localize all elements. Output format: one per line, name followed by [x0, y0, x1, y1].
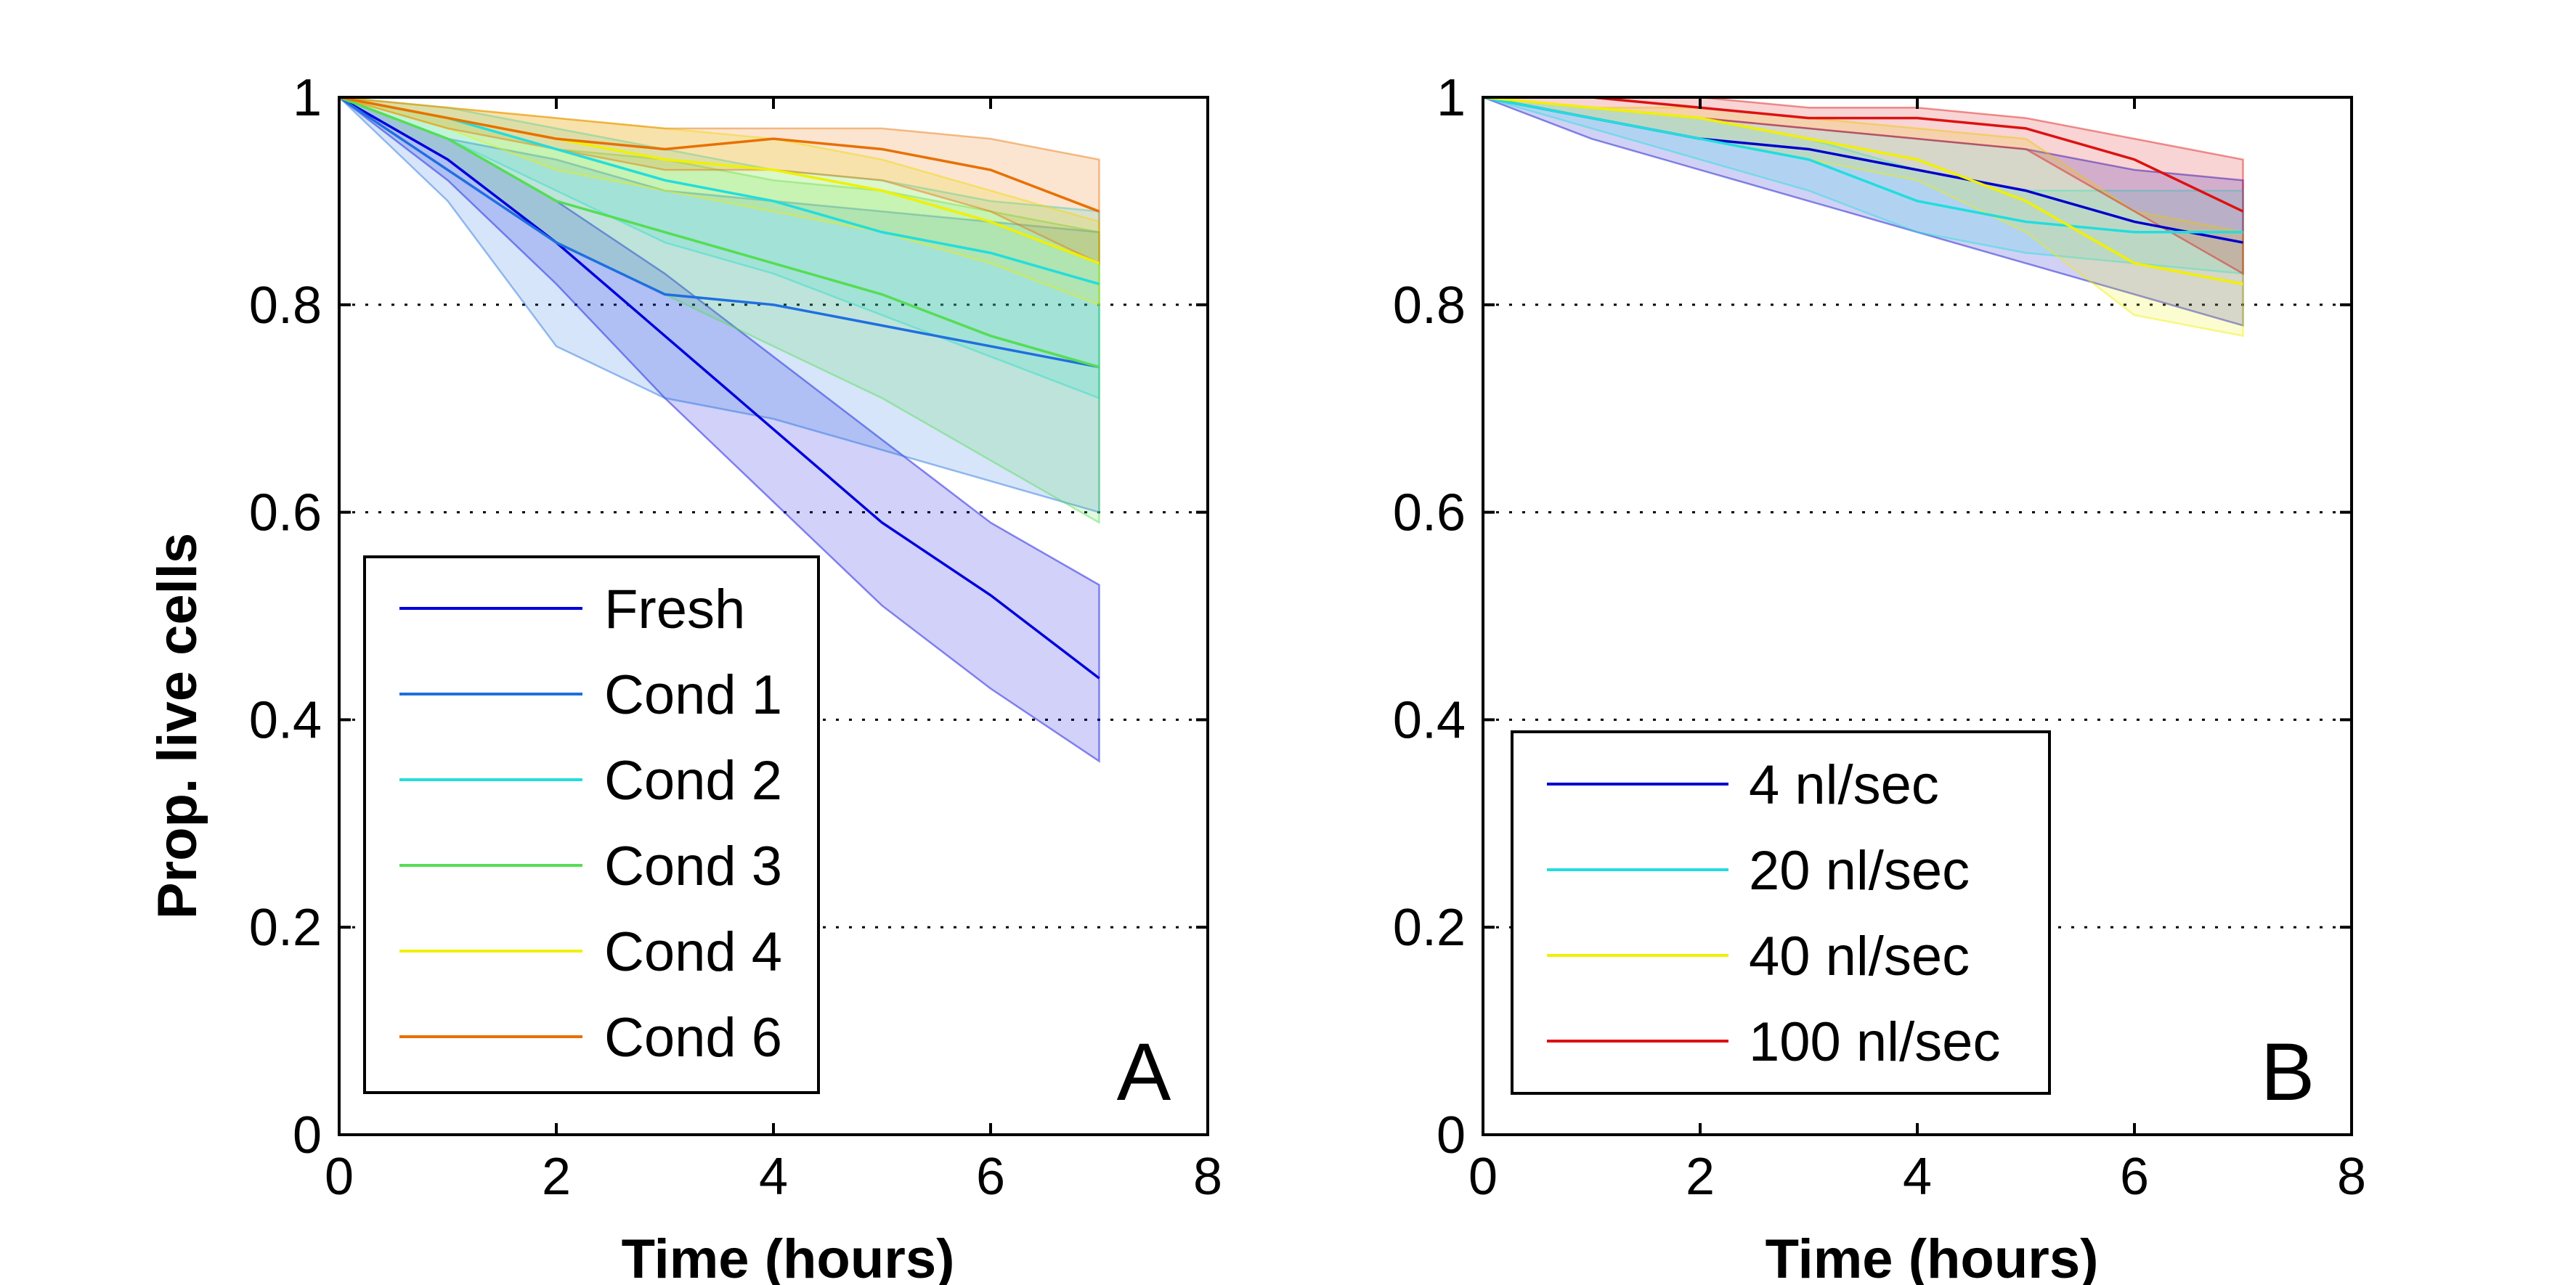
panel-a-band	[338, 96, 1100, 514]
panel-a-legend-box	[363, 555, 820, 1094]
panel-b-x-tick-label: 0	[1468, 1148, 1498, 1206]
panel-b-legend-label: 20 nl/sec	[1749, 840, 1970, 902]
panel-a-series-line	[338, 96, 1100, 369]
panel-a-series-line	[338, 96, 1100, 213]
panel-b-series-line	[1483, 96, 2244, 213]
panel-a-x-tick-label: 0	[325, 1148, 354, 1206]
panel-a-y-tick-label: 0	[293, 1106, 322, 1164]
panel-b-legend-label: 100 nl/sec	[1749, 1011, 2000, 1073]
panel-a-y-tick-label: 0.2	[249, 899, 322, 957]
panel-b-y-tick-label: 0.4	[1393, 691, 1466, 749]
panel-b-y-tick-label: 0.8	[1393, 277, 1466, 335]
panel-a-x-tick-label: 8	[1193, 1148, 1222, 1206]
panel-b-y-tick-label: 1	[1437, 69, 1466, 127]
panel-b-letter: B	[2261, 1027, 2315, 1117]
panel-b: Time (hours) B 0 0.2 0.4 0.6 0.8 1 0 2 4 6 8 4 nl/s…	[1393, 69, 2366, 1285]
panel-a-legend-label: Cond 4	[604, 921, 782, 983]
panel-a-y-tick-label: 1	[293, 69, 322, 127]
panel-b-x-tick-label: 2	[1686, 1148, 1715, 1206]
panel-b-legend-label: 40 nl/sec	[1749, 926, 1970, 987]
panel-a-legend-label: Cond 6	[604, 1007, 782, 1069]
panel-a-y-tick-label: 0.8	[249, 277, 322, 335]
panel-b-x-tick-label: 8	[2337, 1148, 2366, 1206]
panel-b-band	[1482, 96, 2244, 276]
panel-a-y-tick-label: 0.6	[249, 484, 322, 542]
panel-a-letter: A	[1117, 1027, 1171, 1117]
panel-b-x-tick-label: 4	[1903, 1148, 1932, 1206]
panel-a-legend-label: Cond 2	[604, 750, 782, 812]
panel-b-legend-label: 4 nl/sec	[1749, 754, 1939, 816]
panel-b-y-tick-label: 0	[1437, 1106, 1466, 1164]
panel-a-legend-label: Cond 3	[604, 836, 782, 897]
panel-b-x-tick-label: 6	[2120, 1148, 2149, 1206]
panel-a-series-line	[338, 96, 1100, 285]
panel-a-x-tick-label: 2	[542, 1148, 571, 1206]
panel-a-x-axis-label: Time (hours)	[622, 1228, 955, 1285]
panel-b-series-line	[1482, 96, 2243, 234]
panel-a-x-tick-label: 6	[976, 1148, 1005, 1206]
panel-a-y-axis-label: Prop. live cells	[147, 533, 208, 919]
panel-a: Prop. live cells Time (hours) A 0 0.2 0.4 0…	[147, 69, 1222, 1285]
panel-a-y-tick-label: 0.4	[249, 691, 322, 749]
panel-a-band	[338, 96, 1100, 763]
panel-a-legend-label: Fresh	[604, 579, 745, 640]
panel-b-legend-box	[1511, 730, 2051, 1095]
panel-a-x-tick-label: 4	[759, 1148, 788, 1206]
panel-b-series-line	[1482, 96, 2243, 285]
panel-a-series-line	[338, 96, 1100, 680]
panel-b-y-tick-label: 0.6	[1393, 484, 1466, 542]
panel-b-y-tick-label: 0.2	[1393, 899, 1466, 957]
panel-b-x-axis-label: Time (hours)	[1766, 1228, 2099, 1285]
panel-a-legend-label: Cond 1	[604, 664, 782, 726]
panel-b-band	[1482, 96, 2244, 327]
panel-a-series-line	[338, 96, 1100, 369]
